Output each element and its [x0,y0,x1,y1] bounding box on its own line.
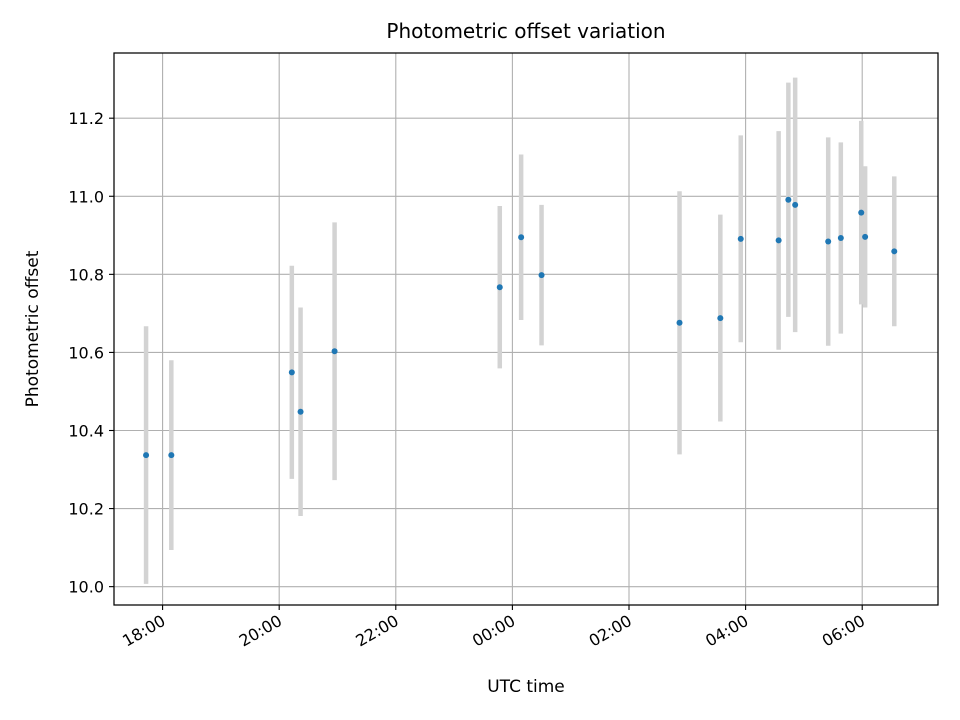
data-point [775,237,782,244]
data-point [792,201,799,208]
y-tick-label: 10.4 [68,421,104,440]
y-tick-label: 10.8 [68,265,104,284]
data-point [737,235,744,242]
data-point [785,196,792,203]
data-point [891,248,898,255]
y-tick-label: 11.0 [68,187,104,206]
y-tick-label: 10.2 [68,500,104,519]
data-point [168,452,175,459]
data-point [143,452,150,459]
data-point [288,369,295,376]
data-point [297,408,304,415]
data-point [862,233,869,240]
data-points [143,196,898,459]
grid-lines [114,53,938,605]
y-tick-label: 10.0 [68,578,104,597]
data-point [717,315,724,322]
y-axis-label: Photometric offset [23,250,43,407]
data-point [496,284,503,291]
plot-frame [113,52,939,606]
data-point [837,235,844,242]
data-point [825,238,832,245]
data-point [331,348,338,355]
data-point [676,319,683,326]
y-tick-label: 10.6 [68,343,104,362]
data-point [858,209,865,216]
data-point [538,272,545,279]
y-axis: 10.0 10.2 10.4 10.6 10.8 11.0 11.2 [68,109,114,597]
chart-title: Photometric offset variation [386,19,665,43]
data-point [518,234,525,241]
x-axis-label: UTC time [487,677,565,697]
y-tick-label: 11.2 [68,109,104,128]
